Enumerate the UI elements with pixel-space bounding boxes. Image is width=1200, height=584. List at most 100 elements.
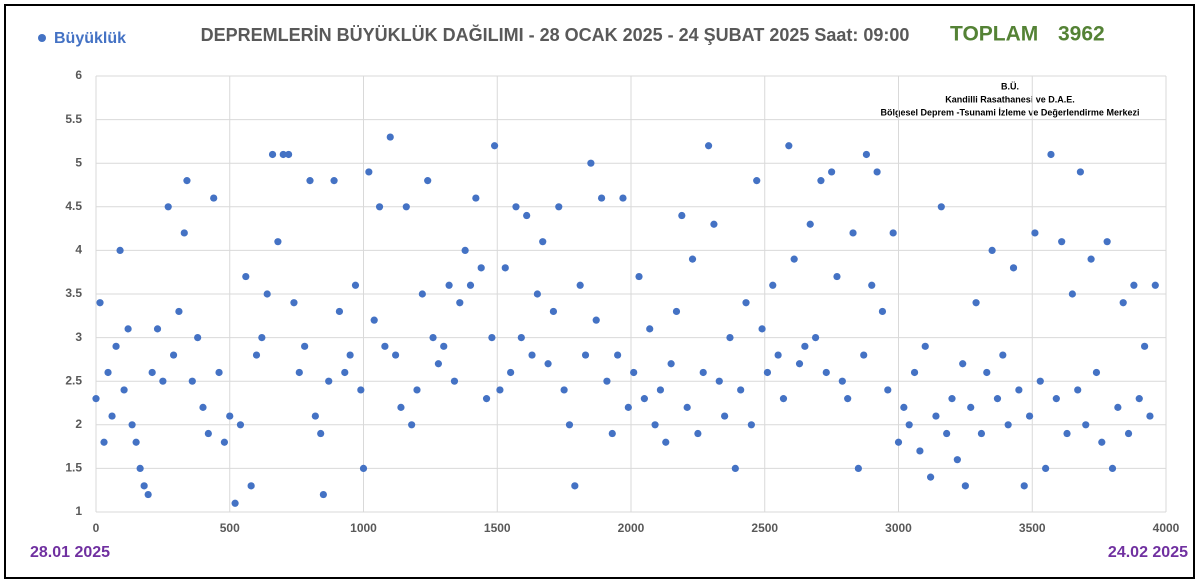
point: [402, 203, 410, 211]
point: [132, 438, 140, 446]
point: [1103, 238, 1111, 246]
point: [806, 220, 814, 228]
point: [424, 177, 432, 185]
point: [285, 150, 293, 159]
point: [1082, 421, 1090, 429]
point: [608, 429, 616, 438]
point: [1074, 386, 1082, 394]
point: [392, 351, 400, 359]
point: [120, 386, 128, 394]
point: [528, 351, 536, 359]
point: [710, 220, 718, 228]
point: [683, 403, 691, 411]
point: [112, 342, 120, 350]
point: [96, 299, 104, 307]
point: [1063, 429, 1071, 438]
point: [1031, 229, 1039, 237]
point: [1015, 386, 1023, 394]
point: [801, 342, 809, 350]
point: [236, 421, 245, 429]
point: [1151, 281, 1159, 289]
point: [1047, 150, 1055, 159]
point: [472, 194, 480, 202]
point: [290, 299, 298, 307]
point: [341, 368, 349, 377]
point: [258, 334, 266, 342]
point: [889, 229, 897, 237]
point: [413, 386, 421, 394]
point: [753, 177, 761, 185]
point: [199, 403, 207, 411]
point: [386, 133, 394, 141]
point: [204, 429, 212, 438]
point: [927, 473, 935, 481]
point: [688, 255, 697, 263]
credit-line: Kandilli Rasathanesi ve D.A.E.: [945, 94, 1075, 104]
point: [587, 159, 595, 167]
point: [790, 255, 798, 263]
point: [555, 203, 563, 211]
y-tick-label: 2: [75, 417, 82, 431]
point: [136, 464, 144, 472]
y-tick-label: 4.5: [65, 199, 82, 213]
point: [1130, 281, 1138, 289]
point: [440, 342, 448, 350]
point: [164, 203, 172, 211]
point: [1124, 429, 1133, 438]
legend-marker: [38, 34, 46, 42]
point: [699, 368, 707, 377]
point: [678, 211, 686, 220]
point: [144, 490, 152, 499]
point: [597, 194, 606, 202]
point: [785, 142, 793, 150]
point: [1087, 255, 1095, 263]
point: [477, 264, 485, 272]
point: [581, 351, 590, 359]
x-tick-label: 4000: [1153, 521, 1180, 535]
x-tick-label: 1000: [350, 521, 377, 535]
point: [988, 246, 996, 254]
point: [306, 177, 314, 185]
point: [1058, 238, 1066, 246]
point: [672, 307, 681, 316]
point: [539, 238, 547, 246]
point: [231, 499, 239, 507]
point: [737, 386, 745, 394]
point: [104, 368, 112, 377]
point: [694, 429, 702, 438]
point: [983, 368, 991, 377]
point: [844, 395, 852, 403]
point: [726, 334, 734, 342]
point: [418, 290, 426, 298]
point: [175, 307, 183, 316]
point: [862, 150, 871, 159]
point: [817, 177, 825, 185]
point: [878, 307, 887, 316]
y-tick-label: 5: [75, 155, 82, 169]
point: [953, 456, 961, 464]
point: [325, 377, 333, 385]
point: [993, 395, 1002, 403]
point: [937, 203, 945, 211]
point: [268, 150, 277, 159]
point: [153, 325, 162, 333]
series: [92, 133, 1159, 507]
credit-line: B.Ü.: [1001, 81, 1019, 91]
point: [263, 290, 271, 298]
point: [905, 421, 913, 429]
x-tick-label: 500: [220, 521, 240, 535]
point: [295, 368, 303, 377]
point: [381, 342, 389, 350]
point: [92, 395, 100, 403]
y-tick-label: 3: [75, 330, 82, 344]
point: [1068, 290, 1076, 298]
point: [795, 360, 804, 368]
point: [1141, 342, 1149, 350]
point: [194, 334, 202, 342]
point: [445, 281, 453, 289]
point: [169, 351, 178, 359]
point: [828, 168, 836, 176]
point: [833, 272, 841, 281]
point: [961, 482, 969, 490]
